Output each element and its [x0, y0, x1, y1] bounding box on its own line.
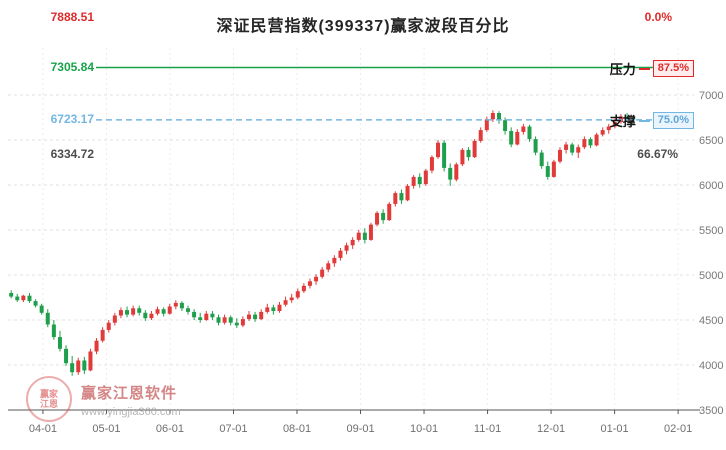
- mid-level-price: 6334.72: [50, 147, 94, 161]
- pressure-dash-icon: [638, 67, 650, 70]
- support-annotation: 支撑 75.0%: [610, 111, 694, 130]
- svg-text:06-01: 06-01: [156, 423, 184, 435]
- brand-logo-text-2: 江恩: [39, 399, 58, 409]
- pressure-level-price: 7305.84: [50, 60, 94, 74]
- level-0-price: 7888.51: [50, 10, 94, 24]
- support-label: 支撑: [609, 114, 636, 129]
- svg-text:04-01: 04-01: [29, 423, 57, 435]
- svg-text:08-01: 08-01: [283, 423, 311, 435]
- mid-level-percent: 66.67%: [637, 147, 678, 161]
- pressure-annotation: 压力 87.5%: [610, 59, 694, 78]
- watermark-texts: 赢家江恩软件 www.yingjia360.com: [81, 382, 181, 418]
- pressure-label: 压力: [609, 62, 636, 77]
- svg-text:02-01: 02-01: [664, 423, 692, 435]
- svg-text:5500: 5500: [699, 225, 723, 237]
- svg-text:5000: 5000: [699, 270, 723, 282]
- brand-logo-text-1: 赢家: [39, 389, 58, 399]
- watermark-url: www.yingjia360.com: [81, 406, 181, 418]
- svg-text:12-01: 12-01: [537, 423, 565, 435]
- support-dash-icon: [638, 119, 650, 122]
- pressure-percent-badge: 87.5%: [652, 60, 694, 77]
- svg-text:7000: 7000: [699, 90, 723, 102]
- svg-text:07-01: 07-01: [219, 423, 247, 435]
- svg-text:6000: 6000: [699, 180, 723, 192]
- svg-text:01-01: 01-01: [601, 423, 629, 435]
- support-level-price: 6723.17: [50, 112, 94, 126]
- svg-text:09-01: 09-01: [346, 423, 374, 435]
- svg-text:4500: 4500: [699, 315, 723, 327]
- svg-text:11-01: 11-01: [474, 423, 501, 435]
- svg-text:6500: 6500: [699, 135, 723, 147]
- brand-logo-icon: 赢家 江恩: [26, 376, 72, 422]
- watermark: 赢家 江恩 赢家江恩软件 www.yingjia360.com: [26, 376, 181, 422]
- chart-title: 深证民营指数(399337)赢家波段百分比: [216, 18, 510, 35]
- svg-text:10-01: 10-01: [410, 423, 438, 435]
- svg-text:05-01: 05-01: [92, 423, 120, 435]
- support-percent-badge: 75.0%: [652, 112, 694, 129]
- svg-text:3500: 3500: [699, 405, 723, 417]
- svg-text:4000: 4000: [699, 360, 723, 372]
- level-0-percent: 0.0%: [644, 10, 672, 24]
- watermark-brand: 赢家江恩软件: [81, 385, 178, 402]
